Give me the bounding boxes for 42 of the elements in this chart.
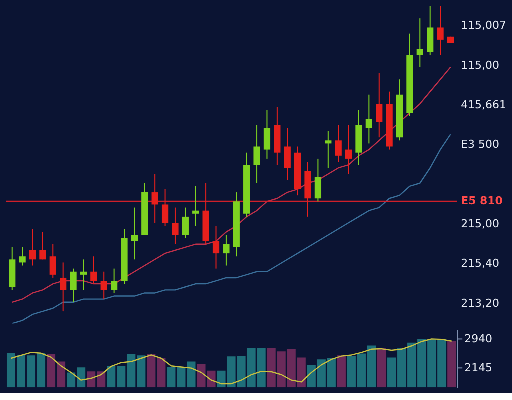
- candlestick: [264, 110, 271, 160]
- candlestick: [376, 73, 383, 138]
- text: 215,00: [461, 218, 500, 231]
- candlestick: [182, 207, 189, 239]
- bar: [337, 356, 346, 388]
- candlestick: [90, 256, 98, 285]
- candlestick: [314, 158, 322, 202]
- text: 115,00: [461, 58, 500, 72]
- text: 115,007: [461, 19, 506, 32]
- y-tick-label: 2940: [464, 332, 493, 346]
- ref-line-label: E5 810: [461, 194, 504, 208]
- candlestick: [70, 268, 77, 303]
- candlestick: [110, 268, 118, 294]
- candlestick: [325, 130, 332, 169]
- candlestick: [162, 188, 169, 227]
- candlestick: [366, 94, 372, 144]
- text: 415,661: [461, 98, 506, 112]
- candlestick: [29, 228, 36, 266]
- candlestick: [172, 207, 179, 245]
- candlestick: [345, 124, 352, 175]
- text: 215,40: [461, 257, 500, 270]
- candlestick: [100, 271, 108, 300]
- candlestick: [254, 124, 260, 184]
- text: E3 500: [461, 138, 500, 152]
- candlestick: [60, 262, 67, 312]
- bar: [378, 348, 386, 388]
- candlestick: [192, 186, 200, 227]
- candlestick: [152, 174, 158, 224]
- candlestick: [223, 234, 230, 266]
- text: 213,20: [461, 296, 500, 310]
- candlestick: [335, 124, 342, 163]
- candlestick: [40, 232, 46, 260]
- candlestick: [437, 6, 444, 56]
- candlestick: [19, 246, 26, 266]
- candlestick: [131, 207, 138, 260]
- y-tick-label: 2145: [464, 361, 493, 374]
- bar: [448, 341, 456, 388]
- candlestick: [80, 259, 88, 291]
- candlestick: [50, 244, 56, 278]
- candlestick: [416, 18, 424, 68]
- candlestick: [284, 128, 291, 181]
- candlestick: [212, 226, 220, 270]
